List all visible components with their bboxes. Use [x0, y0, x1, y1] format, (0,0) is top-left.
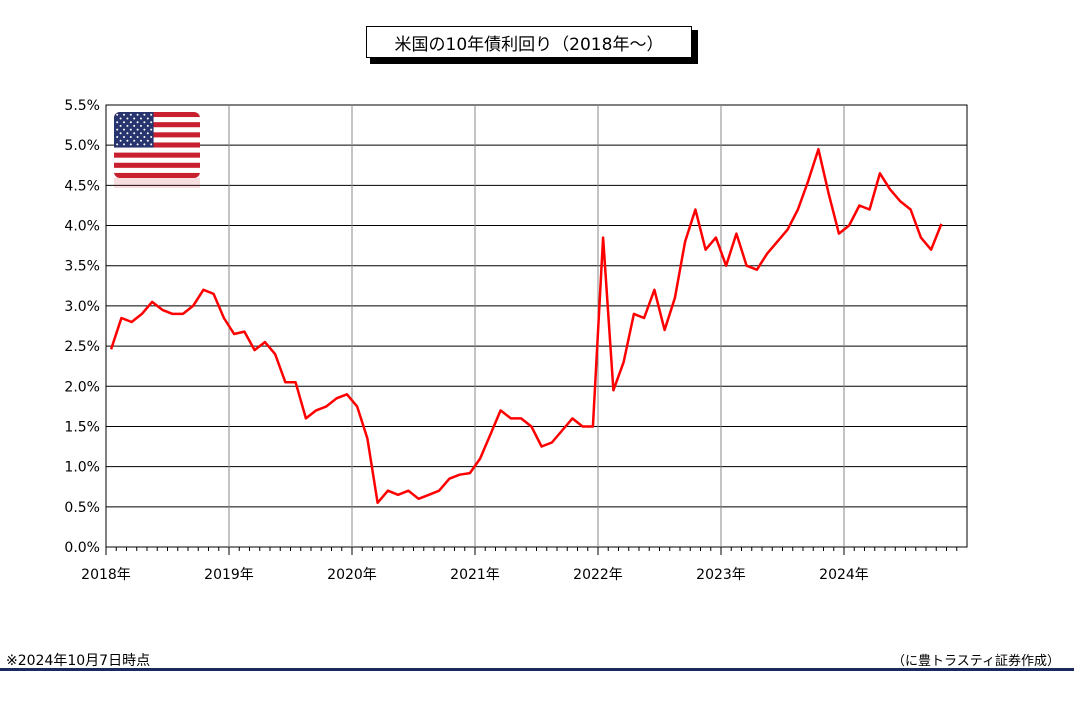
flag-star	[133, 124, 136, 127]
y-tick-label: 1.0%	[64, 460, 100, 476]
x-tick-label: 2024年	[819, 567, 869, 583]
y-tick-label: 3.5%	[64, 259, 100, 275]
flag-star	[116, 128, 119, 131]
y-tick-label: 0.5%	[64, 500, 100, 516]
us-flag-icon	[114, 112, 200, 188]
flag-star	[129, 121, 132, 124]
source-note: （に豊トラスティ証券作成）	[892, 654, 1060, 669]
flag-star	[129, 136, 132, 138]
flag-star	[140, 139, 142, 142]
flag-star	[146, 132, 149, 135]
y-tick-label: 2.0%	[64, 379, 100, 395]
flag-star	[126, 139, 129, 142]
y-tick-label: 3.0%	[64, 299, 100, 315]
flag-star	[143, 136, 146, 138]
flag-star	[133, 117, 136, 120]
flag-stripe	[114, 112, 200, 118]
flag-star	[123, 128, 125, 131]
x-tick-label: 2019年	[204, 567, 254, 583]
flag-star	[129, 128, 132, 131]
footnote: ※2024年10月7日時点	[6, 653, 151, 669]
flag-star	[143, 121, 146, 124]
flag-star	[146, 117, 149, 120]
y-tick-label: 1.5%	[64, 419, 100, 435]
axis-layer: 0.0% 0.5% 1.0% 1.5% 2.0% 2.5% 3.0% 3.5% 4.0% 4.5%…	[64, 98, 958, 583]
flag-star	[126, 117, 129, 120]
flag-star	[136, 128, 139, 131]
series-layer	[109, 147, 943, 505]
flag-star	[150, 143, 153, 146]
yield-series-line	[109, 147, 943, 505]
y-tick-label: 0.0%	[64, 540, 100, 556]
flag-canton	[114, 112, 154, 148]
flag-star	[140, 117, 142, 120]
flag-stripe	[114, 117, 200, 123]
chart-title: 米国の10年債利回り（2018年～）	[366, 26, 692, 58]
flag-star	[136, 121, 139, 124]
flag-star	[126, 124, 129, 127]
flag-star	[150, 113, 153, 116]
bottom-rule	[0, 668, 1074, 671]
flag-star	[150, 121, 153, 124]
y-tick-label: 4.5%	[64, 178, 100, 194]
flag-star	[129, 113, 132, 116]
flag-reflection	[114, 178, 200, 188]
flag-star	[119, 117, 122, 120]
flag-star	[126, 132, 129, 135]
flag-star	[123, 136, 125, 138]
flag-star	[116, 113, 119, 116]
flag-star	[136, 113, 139, 116]
flag-star	[146, 124, 149, 127]
y-tick-label: 5.0%	[64, 138, 100, 154]
flag-star	[143, 113, 146, 116]
x-tick-label: 2020年	[327, 567, 377, 583]
flag-star	[129, 143, 132, 146]
plot-area	[105, 104, 968, 548]
flag-star	[119, 139, 122, 142]
flag-stripe	[114, 157, 200, 164]
flag-stripe	[114, 162, 200, 169]
flag-star	[123, 143, 125, 146]
flag-star	[133, 139, 136, 142]
flag-star	[143, 128, 146, 131]
y-tick-label: 2.5%	[64, 339, 100, 355]
flag-star	[116, 121, 119, 124]
flag-star	[119, 124, 122, 127]
flag-star	[119, 132, 122, 135]
y-tick-label: 4.0%	[64, 219, 100, 235]
flag-star	[140, 132, 142, 135]
flag-star	[143, 143, 146, 146]
flag-stripe	[114, 142, 200, 148]
flag-star	[116, 136, 119, 138]
flag-stripe	[114, 152, 200, 158]
x-tick-label: 2021年	[450, 567, 500, 583]
flag-star	[123, 121, 125, 124]
flag-star	[136, 136, 139, 138]
flag-star	[116, 143, 119, 146]
chart-title-box: 米国の10年債利回り（2018年～）	[366, 26, 698, 64]
flag-star	[140, 124, 142, 127]
flag-star	[133, 132, 136, 135]
flag-stripe	[114, 147, 200, 153]
x-tick-label: 2018年	[81, 567, 131, 583]
grid-layer	[105, 104, 968, 548]
flag-star	[136, 143, 139, 146]
x-tick-label: 2022年	[573, 567, 623, 583]
flag-stripe	[114, 167, 200, 174]
flag-stripe	[114, 172, 200, 178]
flag-stripe	[114, 137, 200, 143]
flag-star	[146, 139, 149, 142]
y-tick-label: 5.5%	[64, 98, 100, 114]
flag-star	[150, 128, 153, 131]
flag-stripe	[114, 122, 200, 128]
flag-stripe	[114, 127, 200, 133]
flag-star	[150, 136, 153, 138]
x-tick-label: 2023年	[696, 567, 746, 583]
flag-star	[123, 113, 125, 116]
flag-stripe	[114, 132, 200, 138]
